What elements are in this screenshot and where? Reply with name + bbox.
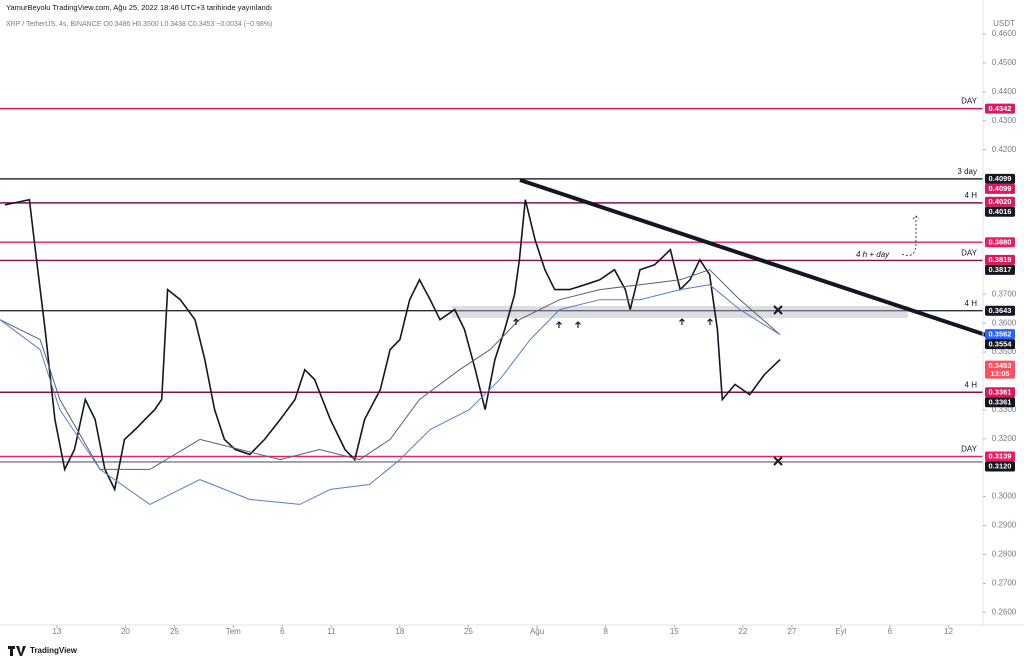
y-tick-label: 0.2600 xyxy=(992,607,1017,616)
price-tag-label: 0.3139 xyxy=(989,452,1012,461)
annotation: 4 h + day xyxy=(856,250,890,259)
y-tick-label: 0.2900 xyxy=(992,521,1017,530)
publisher-line: YamurBeyolu TradingView.com, Ağu 25, 202… xyxy=(6,3,272,12)
price-tag xyxy=(985,397,1015,408)
x-tick-label: 15 xyxy=(670,627,679,636)
series-line xyxy=(0,269,781,470)
y-tick-label: 0.2700 xyxy=(992,578,1017,587)
x-tick-label: Tem xyxy=(226,627,241,636)
x-tick-label: Ağu xyxy=(530,627,544,636)
price-tag-label: 0.3643 xyxy=(989,306,1012,315)
price-tag xyxy=(985,451,1015,462)
countdown: 13:05 xyxy=(990,369,1009,378)
series xyxy=(0,198,781,505)
x-tick-label: 6 xyxy=(888,627,893,636)
x-markers xyxy=(773,305,783,466)
price-tag-label: 0.3361 xyxy=(989,388,1012,397)
price-tag-label: 0.3120 xyxy=(989,462,1012,471)
price-tag-label: 0.4099 xyxy=(989,184,1012,193)
y-tick-label: 0.4500 xyxy=(992,58,1017,67)
price-tag xyxy=(985,329,1015,340)
price-tag-label: 0.4016 xyxy=(989,207,1012,216)
price-tag xyxy=(985,196,1015,207)
x-tick-label: 8 xyxy=(603,627,608,636)
x-tick-label: 11 xyxy=(327,627,336,636)
y-tick-label: 0.3200 xyxy=(992,434,1017,443)
price-tag xyxy=(985,339,1015,350)
price-tag xyxy=(985,183,1015,194)
y-tick-label: 0.3000 xyxy=(992,492,1017,501)
support-zone xyxy=(452,306,908,318)
price-tag xyxy=(985,264,1015,275)
price-tag xyxy=(985,461,1015,472)
price-tag xyxy=(985,173,1015,184)
price-tag-label: 0.3562 xyxy=(989,329,1012,338)
axis: 0.4600 0.4500 0.4400 0.4300 0.4200 0.3700 0.36… xyxy=(52,29,1016,636)
price-tag xyxy=(985,360,1015,379)
x-tick-label: 20 xyxy=(121,627,130,636)
footer-brand: TradingView xyxy=(30,646,78,655)
trendline xyxy=(519,178,1011,345)
level-tag: 4 H xyxy=(965,299,978,308)
level-tag: DAY xyxy=(961,445,978,454)
y-tick-label: 0.4400 xyxy=(992,87,1017,96)
footer-logo xyxy=(8,646,26,656)
y-tick-label: 0.3300 xyxy=(992,405,1017,414)
symbol-line: XRP / TetherUS, 4s, BINANCE O0.3486 H0.3… xyxy=(6,21,272,28)
footer-bar xyxy=(0,643,1024,661)
y-unit: USDT xyxy=(993,19,1015,28)
series-line xyxy=(0,284,781,505)
level-tag: DAY xyxy=(961,97,978,106)
price-tag-label: 0.3817 xyxy=(989,265,1012,274)
y-tick-label: 0.4200 xyxy=(992,145,1017,154)
price-tag-label: 0.3361 xyxy=(989,398,1012,407)
price-tag-label: 0.3819 xyxy=(989,255,1012,264)
x-tick-label: 18 xyxy=(395,627,404,636)
x-tick-label: 25 xyxy=(464,627,473,636)
price-tag-label: 0.4342 xyxy=(989,104,1012,113)
y-tick-label: 0.4300 xyxy=(992,116,1017,125)
x-tick-label: 13 xyxy=(52,627,61,636)
level-tag: 3 day xyxy=(957,167,977,176)
price-tag-label: 0.3880 xyxy=(989,237,1012,246)
y-tick-label: 0.3600 xyxy=(992,318,1017,327)
x-tick-label: 25 xyxy=(170,627,179,636)
price-tag-label: 0.4099 xyxy=(989,174,1012,183)
x-tick-label: 27 xyxy=(787,627,796,636)
x-tick-label: 22 xyxy=(738,627,747,636)
price-tag xyxy=(985,254,1015,265)
price-tag-label: 0.3453 xyxy=(989,361,1012,370)
y-tick-label: 0.2800 xyxy=(992,550,1017,559)
level-tag: 4 H xyxy=(965,380,978,389)
y-tick-label: 0.3500 xyxy=(992,347,1017,356)
price-tag xyxy=(985,305,1015,316)
price-tag xyxy=(985,103,1015,114)
y-tick-label: 0.3700 xyxy=(992,289,1017,298)
level-tag: DAY xyxy=(961,249,978,258)
levels: DAY 3 day 4 H DAY 4 H 4 H DAY xyxy=(0,97,983,463)
price-tag-label: 0.3554 xyxy=(989,339,1013,348)
arrows xyxy=(513,318,713,328)
x-tick-label: Eyl xyxy=(835,627,846,636)
price-tag-label: 0.4020 xyxy=(989,197,1012,206)
x-tick-label: 12 xyxy=(944,627,953,636)
price-tag xyxy=(985,237,1015,248)
y-tick-label: 0.4600 xyxy=(992,29,1017,38)
x-tick-label: 6 xyxy=(280,627,285,636)
price-tag xyxy=(985,206,1015,217)
level-tag: 4 H xyxy=(965,191,978,200)
price-tag xyxy=(985,387,1015,398)
series-line xyxy=(4,198,781,492)
dashed-arrow xyxy=(901,215,920,256)
